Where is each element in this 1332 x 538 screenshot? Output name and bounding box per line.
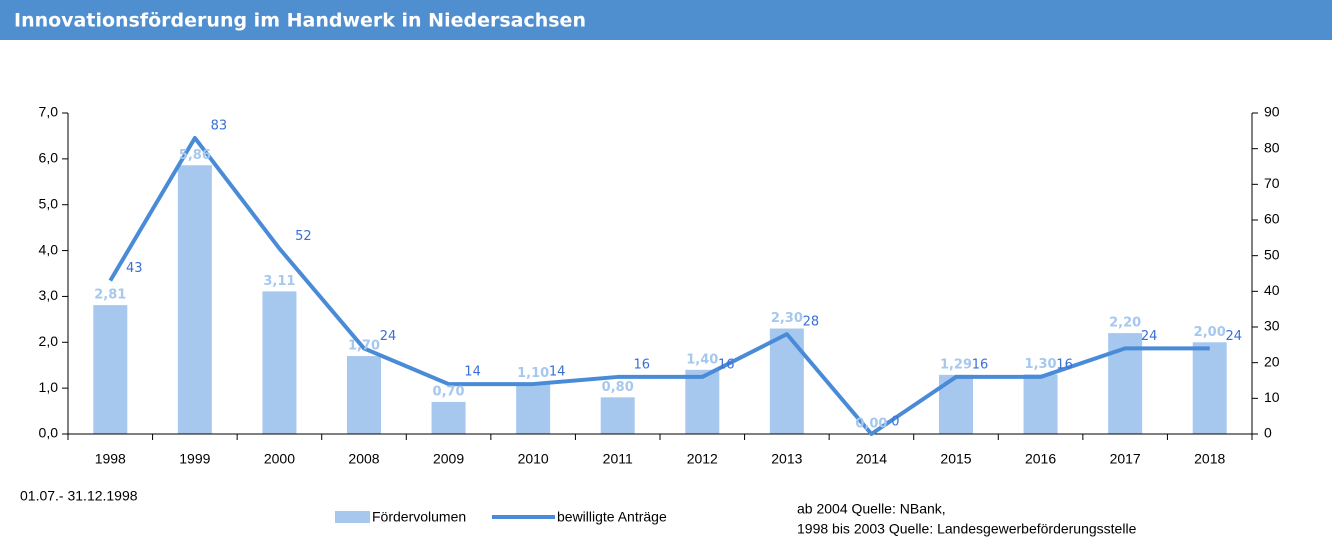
chart-title: Innovationsförderung im Handwerk in Nied… [14, 10, 586, 32]
bar [262, 291, 297, 434]
bar-value-label: 1,40 [686, 352, 718, 367]
y-tick-label: 2,0 [39, 333, 59, 349]
x-tick-label: 2008 [348, 451, 379, 467]
y-tick-label: 5,0 [39, 195, 59, 211]
x-tick-label: 1998 [95, 451, 126, 467]
y2-tick-label: 30 [1264, 318, 1280, 334]
line-value-label: 43 [126, 261, 143, 276]
line-value-label: 16 [718, 357, 735, 372]
line-value-label: 24 [1141, 329, 1158, 344]
bar-value-label: 0,80 [602, 380, 634, 395]
line [108, 135, 1210, 436]
bar [347, 356, 381, 434]
x-tick-label: 2013 [771, 451, 802, 467]
y2-tick-label: 50 [1264, 246, 1280, 262]
x-tick-label: 2014 [856, 451, 887, 467]
bar-value-label: 1,10 [517, 366, 549, 381]
line-value-label: 24 [380, 329, 397, 344]
bar-value-label: 2,81 [94, 288, 126, 303]
y-tick-label: 4,0 [39, 241, 59, 257]
y-tick-label: 3,0 [39, 287, 59, 303]
line-value-label: 0 [891, 415, 899, 430]
line-value-label: 16 [1056, 357, 1073, 372]
y2-tick-label: 90 [1264, 104, 1280, 120]
x-tick-label: 2015 [940, 451, 971, 467]
bar-value-label: 1,30 [1025, 357, 1057, 372]
y2-tick-label: 80 [1264, 139, 1280, 155]
bar [1023, 374, 1058, 434]
line-value-label: 14 [549, 365, 566, 380]
line-value-label: 83 [211, 118, 228, 133]
x-tick-label: 1999 [179, 451, 210, 467]
legend-label: Fördervolumen [372, 509, 466, 525]
y-tick-label: 1,0 [39, 379, 59, 395]
legend-label: bewilligte Anträge [557, 509, 667, 525]
y-tick-label: 6,0 [39, 150, 59, 166]
y2-tick-label: 60 [1264, 211, 1280, 227]
x-tick-label: 2016 [1025, 451, 1056, 467]
bar-value-label: 2,00 [1194, 325, 1226, 340]
line-value-label: 24 [1225, 329, 1242, 344]
bar-value-label: 3,11 [263, 274, 295, 289]
line-value-label: 52 [295, 229, 312, 244]
y-tick-label: 7,0 [39, 104, 59, 120]
bar-value-label: 1,70 [348, 339, 380, 354]
header-bar [0, 0, 1332, 40]
bar [769, 328, 804, 434]
y2-tick-label: 40 [1264, 282, 1280, 298]
bar-value-label: 0,00 [855, 417, 887, 432]
line-value-label: 16 [972, 357, 989, 372]
bar [177, 165, 212, 434]
bar [516, 383, 551, 434]
line-value-label: 14 [464, 365, 481, 380]
annotation: 1998 bis 2003 Quelle: Landesgewerbeförde… [797, 521, 1137, 537]
x-tick-label: 2017 [1110, 451, 1141, 467]
x-tick-label: 2000 [264, 451, 295, 467]
bar [431, 401, 466, 434]
bar-value-label: 0,70 [433, 384, 465, 399]
annotation: 01.07.- 31.12.1998 [20, 488, 138, 504]
bar-value-label: 1,29 [940, 357, 972, 372]
bar [600, 397, 635, 434]
bar-value-label: 2,30 [771, 311, 803, 326]
bar [93, 305, 128, 434]
bar [685, 369, 720, 434]
line-value-label: 28 [803, 315, 820, 330]
y2-tick-label: 20 [1264, 353, 1280, 369]
bar-value-label: 2,20 [1109, 316, 1141, 331]
line-value-label: 16 [633, 357, 650, 372]
annotation: ab 2004 Quelle: NBank, [797, 501, 946, 517]
bar [1192, 342, 1227, 434]
y2-tick-label: 10 [1264, 389, 1280, 405]
x-tick-label: 2009 [433, 451, 464, 467]
x-tick-label: 2011 [603, 451, 633, 467]
y-tick-label: 0,0 [39, 425, 59, 441]
x-tick-label: 2010 [518, 451, 549, 467]
y2-tick-label: 70 [1264, 175, 1280, 191]
x-tick-label: 2018 [1194, 451, 1225, 467]
x-tick-label: 2012 [687, 451, 718, 467]
legend-swatch [335, 511, 370, 523]
y2-tick-label: 0 [1264, 425, 1272, 441]
bar-value-label: 5,86 [179, 148, 211, 163]
